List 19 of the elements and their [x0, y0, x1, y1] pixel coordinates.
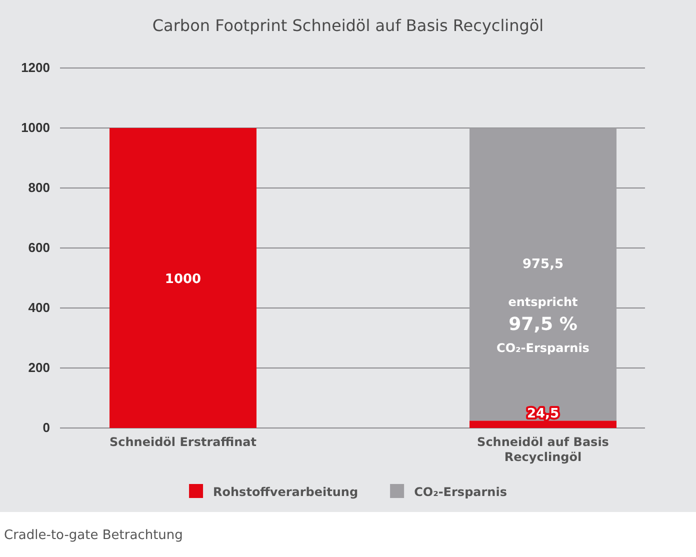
- y-tick-label: 1000: [21, 120, 50, 136]
- annotation: entspricht: [508, 295, 578, 309]
- y-tick-label: 0: [42, 420, 50, 436]
- data-label: 975,5: [522, 257, 564, 272]
- y-tick-label: 200: [28, 360, 50, 376]
- text: Cradle-to-gate Betrachtung: [4, 528, 183, 543]
- data-label: 24,5: [526, 406, 560, 422]
- y-tick-label: 1200: [21, 60, 50, 76]
- y-tick-label: 400: [28, 300, 50, 316]
- legend-label: CO₂-Ersparnis: [414, 485, 507, 499]
- legend-label: Rohstoffverarbeitung: [213, 485, 358, 499]
- y-tick-label: 600: [28, 240, 50, 256]
- y-tick-label: 800: [28, 180, 50, 196]
- x-tick-label: Schneidöl auf Basis Recyclingöl: [477, 435, 609, 464]
- annotation: 97,5 %: [508, 314, 578, 335]
- chart-title: Carbon Footprint Schneidöl auf Basis Recyclingöl: [152, 16, 544, 35]
- x-tick-label: Schneidöl Erstraffinat: [110, 435, 257, 449]
- annotation: CO₂-Ersparnis: [496, 341, 590, 355]
- data-label: 1000: [164, 272, 202, 287]
